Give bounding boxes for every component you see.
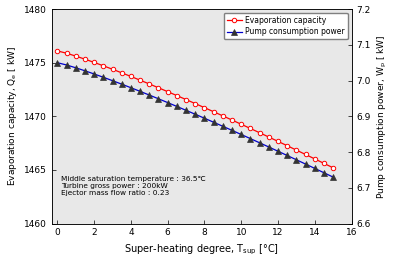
- Evaporation capacity: [220, 114, 225, 118]
- Evaporation capacity: [267, 135, 271, 139]
- Pump consumption power: [156, 97, 161, 100]
- Evaporation capacity: [312, 157, 317, 160]
- Pump consumption power: [239, 133, 244, 136]
- Evaporation capacity: [239, 123, 244, 126]
- X-axis label: Super-heating degree, T$_{\rm sup}$ [°C]: Super-heating degree, T$_{\rm sup}$ [°C]: [124, 243, 279, 257]
- Pump consumption power: [64, 63, 69, 67]
- Evaporation capacity: [257, 131, 262, 134]
- Pump consumption power: [73, 66, 78, 69]
- Pump consumption power: [101, 76, 106, 79]
- Evaporation capacity: [175, 94, 179, 97]
- Evaporation capacity: [166, 90, 170, 93]
- Pump consumption power: [211, 121, 216, 124]
- Evaporation capacity: [285, 144, 290, 147]
- Pump consumption power: [92, 72, 96, 75]
- Evaporation capacity: [101, 64, 106, 67]
- Evaporation capacity: [92, 61, 96, 64]
- Evaporation capacity: [184, 98, 188, 101]
- Evaporation capacity: [110, 68, 115, 71]
- Evaporation capacity: [55, 49, 60, 53]
- Pump consumption power: [147, 93, 152, 97]
- Evaporation capacity: [138, 79, 143, 82]
- Evaporation capacity: [294, 149, 299, 152]
- Line: Pump consumption power: Pump consumption power: [55, 60, 336, 180]
- Y-axis label: Pump consumption power, W$_{\rm p}$ [ kW]: Pump consumption power, W$_{\rm p}$ [ kW…: [376, 34, 389, 199]
- Pump consumption power: [166, 101, 170, 104]
- Evaporation capacity: [322, 162, 326, 165]
- Evaporation capacity: [248, 127, 253, 130]
- Pump consumption power: [202, 117, 207, 120]
- Pump consumption power: [55, 61, 60, 64]
- Evaporation capacity: [211, 110, 216, 113]
- Evaporation capacity: [64, 52, 69, 55]
- Legend: Evaporation capacity, Pump consumption power: Evaporation capacity, Pump consumption p…: [224, 13, 348, 39]
- Line: Evaporation capacity: Evaporation capacity: [55, 49, 335, 170]
- Evaporation capacity: [83, 58, 87, 61]
- Evaporation capacity: [73, 54, 78, 58]
- Evaporation capacity: [229, 118, 234, 122]
- Pump consumption power: [312, 167, 317, 170]
- Pump consumption power: [267, 145, 271, 149]
- Pump consumption power: [229, 129, 234, 132]
- Evaporation capacity: [331, 166, 335, 169]
- Pump consumption power: [193, 113, 198, 116]
- Pump consumption power: [184, 109, 188, 112]
- Pump consumption power: [294, 158, 299, 161]
- Pump consumption power: [175, 105, 179, 108]
- Evaporation capacity: [156, 86, 161, 89]
- Evaporation capacity: [147, 82, 152, 85]
- Pump consumption power: [257, 141, 262, 144]
- Pump consumption power: [322, 171, 326, 174]
- Evaporation capacity: [119, 71, 124, 74]
- Pump consumption power: [285, 154, 290, 157]
- Pump consumption power: [128, 86, 133, 89]
- Pump consumption power: [138, 90, 143, 93]
- Y-axis label: Evaporation capacity, Q$_{\rm e}$ [ kW]: Evaporation capacity, Q$_{\rm e}$ [ kW]: [6, 46, 19, 186]
- Pump consumption power: [248, 137, 253, 140]
- Evaporation capacity: [303, 153, 308, 156]
- Pump consumption power: [331, 176, 335, 179]
- Pump consumption power: [119, 83, 124, 86]
- Evaporation capacity: [193, 102, 198, 105]
- Pump consumption power: [303, 163, 308, 166]
- Evaporation capacity: [128, 75, 133, 78]
- Pump consumption power: [110, 79, 115, 82]
- Pump consumption power: [83, 69, 87, 72]
- Pump consumption power: [276, 150, 280, 153]
- Pump consumption power: [220, 125, 225, 128]
- Text: Middle saturation temperature : 36.5℃
Turbine gross power : 200kW
Ejector mass f: Middle saturation temperature : 36.5℃ Tu…: [61, 176, 205, 196]
- Evaporation capacity: [202, 106, 207, 109]
- Evaporation capacity: [276, 140, 280, 143]
